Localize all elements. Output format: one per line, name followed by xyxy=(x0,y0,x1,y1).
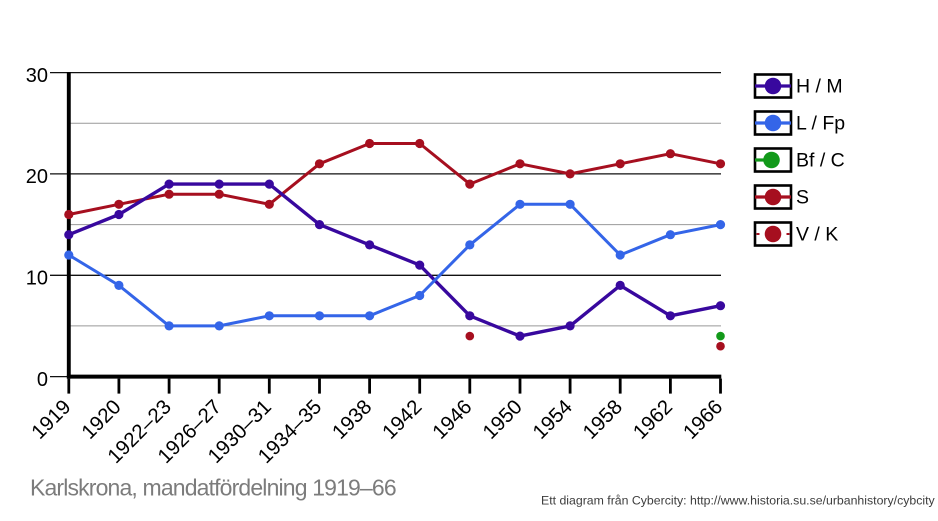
svg-text:Bf / C: Bf / C xyxy=(796,150,845,172)
svg-text:10: 10 xyxy=(26,268,48,290)
svg-text:Ett diagram från Cybercity: ht: Ett diagram från Cybercity: http://www.h… xyxy=(541,494,936,508)
svg-text:H / M: H / M xyxy=(796,76,843,98)
svg-text:0: 0 xyxy=(37,369,48,391)
svg-text:20: 20 xyxy=(26,166,48,188)
svg-text:L / Fp: L / Fp xyxy=(796,113,845,135)
svg-text:30: 30 xyxy=(26,65,48,87)
svg-text:V / K: V / K xyxy=(796,224,838,246)
svg-text:Karlskrona, mandatfördelning 1: Karlskrona, mandatfördelning 1919–66 xyxy=(30,475,396,501)
svg-text:S: S xyxy=(796,187,809,209)
